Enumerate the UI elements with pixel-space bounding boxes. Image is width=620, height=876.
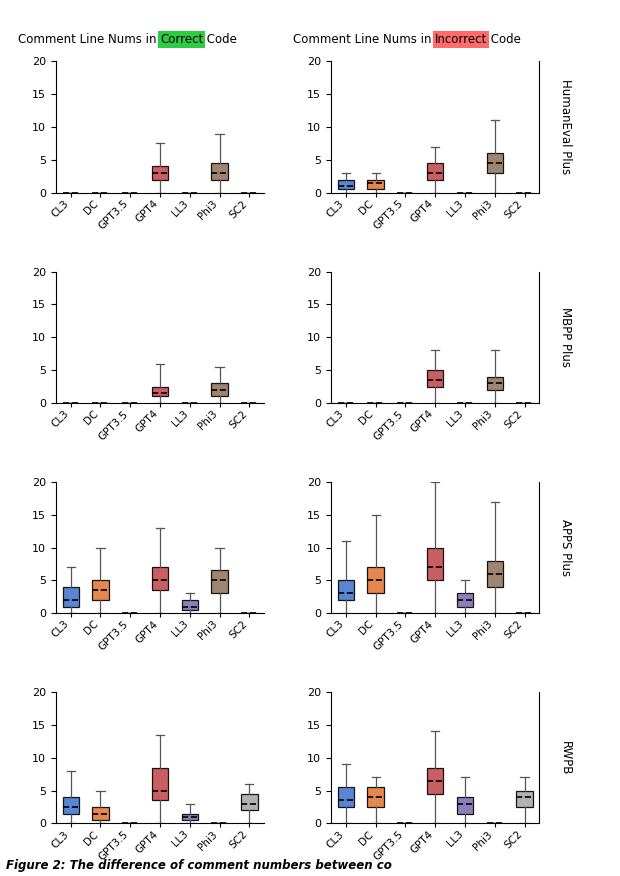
PathPatch shape — [211, 384, 228, 396]
Text: Code: Code — [203, 33, 237, 46]
Y-axis label: RWPB: RWPB — [559, 740, 572, 775]
PathPatch shape — [338, 788, 354, 807]
PathPatch shape — [92, 807, 108, 820]
Text: Figure 2: The difference of comment numbers between co: Figure 2: The difference of comment numb… — [6, 858, 392, 872]
Text: Correct: Correct — [160, 33, 203, 46]
PathPatch shape — [211, 163, 228, 180]
PathPatch shape — [338, 180, 354, 189]
Y-axis label: HumanEval Plus: HumanEval Plus — [559, 80, 572, 174]
PathPatch shape — [427, 767, 443, 794]
PathPatch shape — [487, 153, 503, 173]
PathPatch shape — [368, 180, 384, 189]
PathPatch shape — [63, 797, 79, 814]
PathPatch shape — [338, 581, 354, 600]
PathPatch shape — [152, 386, 168, 396]
PathPatch shape — [368, 568, 384, 594]
PathPatch shape — [241, 794, 257, 810]
PathPatch shape — [487, 561, 503, 587]
Text: Code: Code — [487, 33, 521, 46]
PathPatch shape — [487, 377, 503, 390]
PathPatch shape — [211, 570, 228, 594]
Text: Comment Line Nums in: Comment Line Nums in — [293, 33, 435, 46]
PathPatch shape — [63, 587, 79, 607]
PathPatch shape — [427, 548, 443, 581]
PathPatch shape — [182, 600, 198, 610]
Y-axis label: APPS Plus: APPS Plus — [559, 519, 572, 576]
PathPatch shape — [92, 581, 108, 600]
PathPatch shape — [516, 791, 533, 807]
PathPatch shape — [182, 814, 198, 820]
PathPatch shape — [152, 568, 168, 590]
PathPatch shape — [152, 767, 168, 801]
PathPatch shape — [368, 788, 384, 807]
Text: Incorrect: Incorrect — [435, 33, 487, 46]
Y-axis label: MBPP Plus: MBPP Plus — [559, 307, 572, 367]
PathPatch shape — [457, 594, 473, 607]
Text: Comment Line Nums in: Comment Line Nums in — [18, 33, 160, 46]
PathPatch shape — [457, 797, 473, 814]
PathPatch shape — [152, 166, 168, 180]
PathPatch shape — [427, 163, 443, 180]
PathPatch shape — [427, 371, 443, 386]
